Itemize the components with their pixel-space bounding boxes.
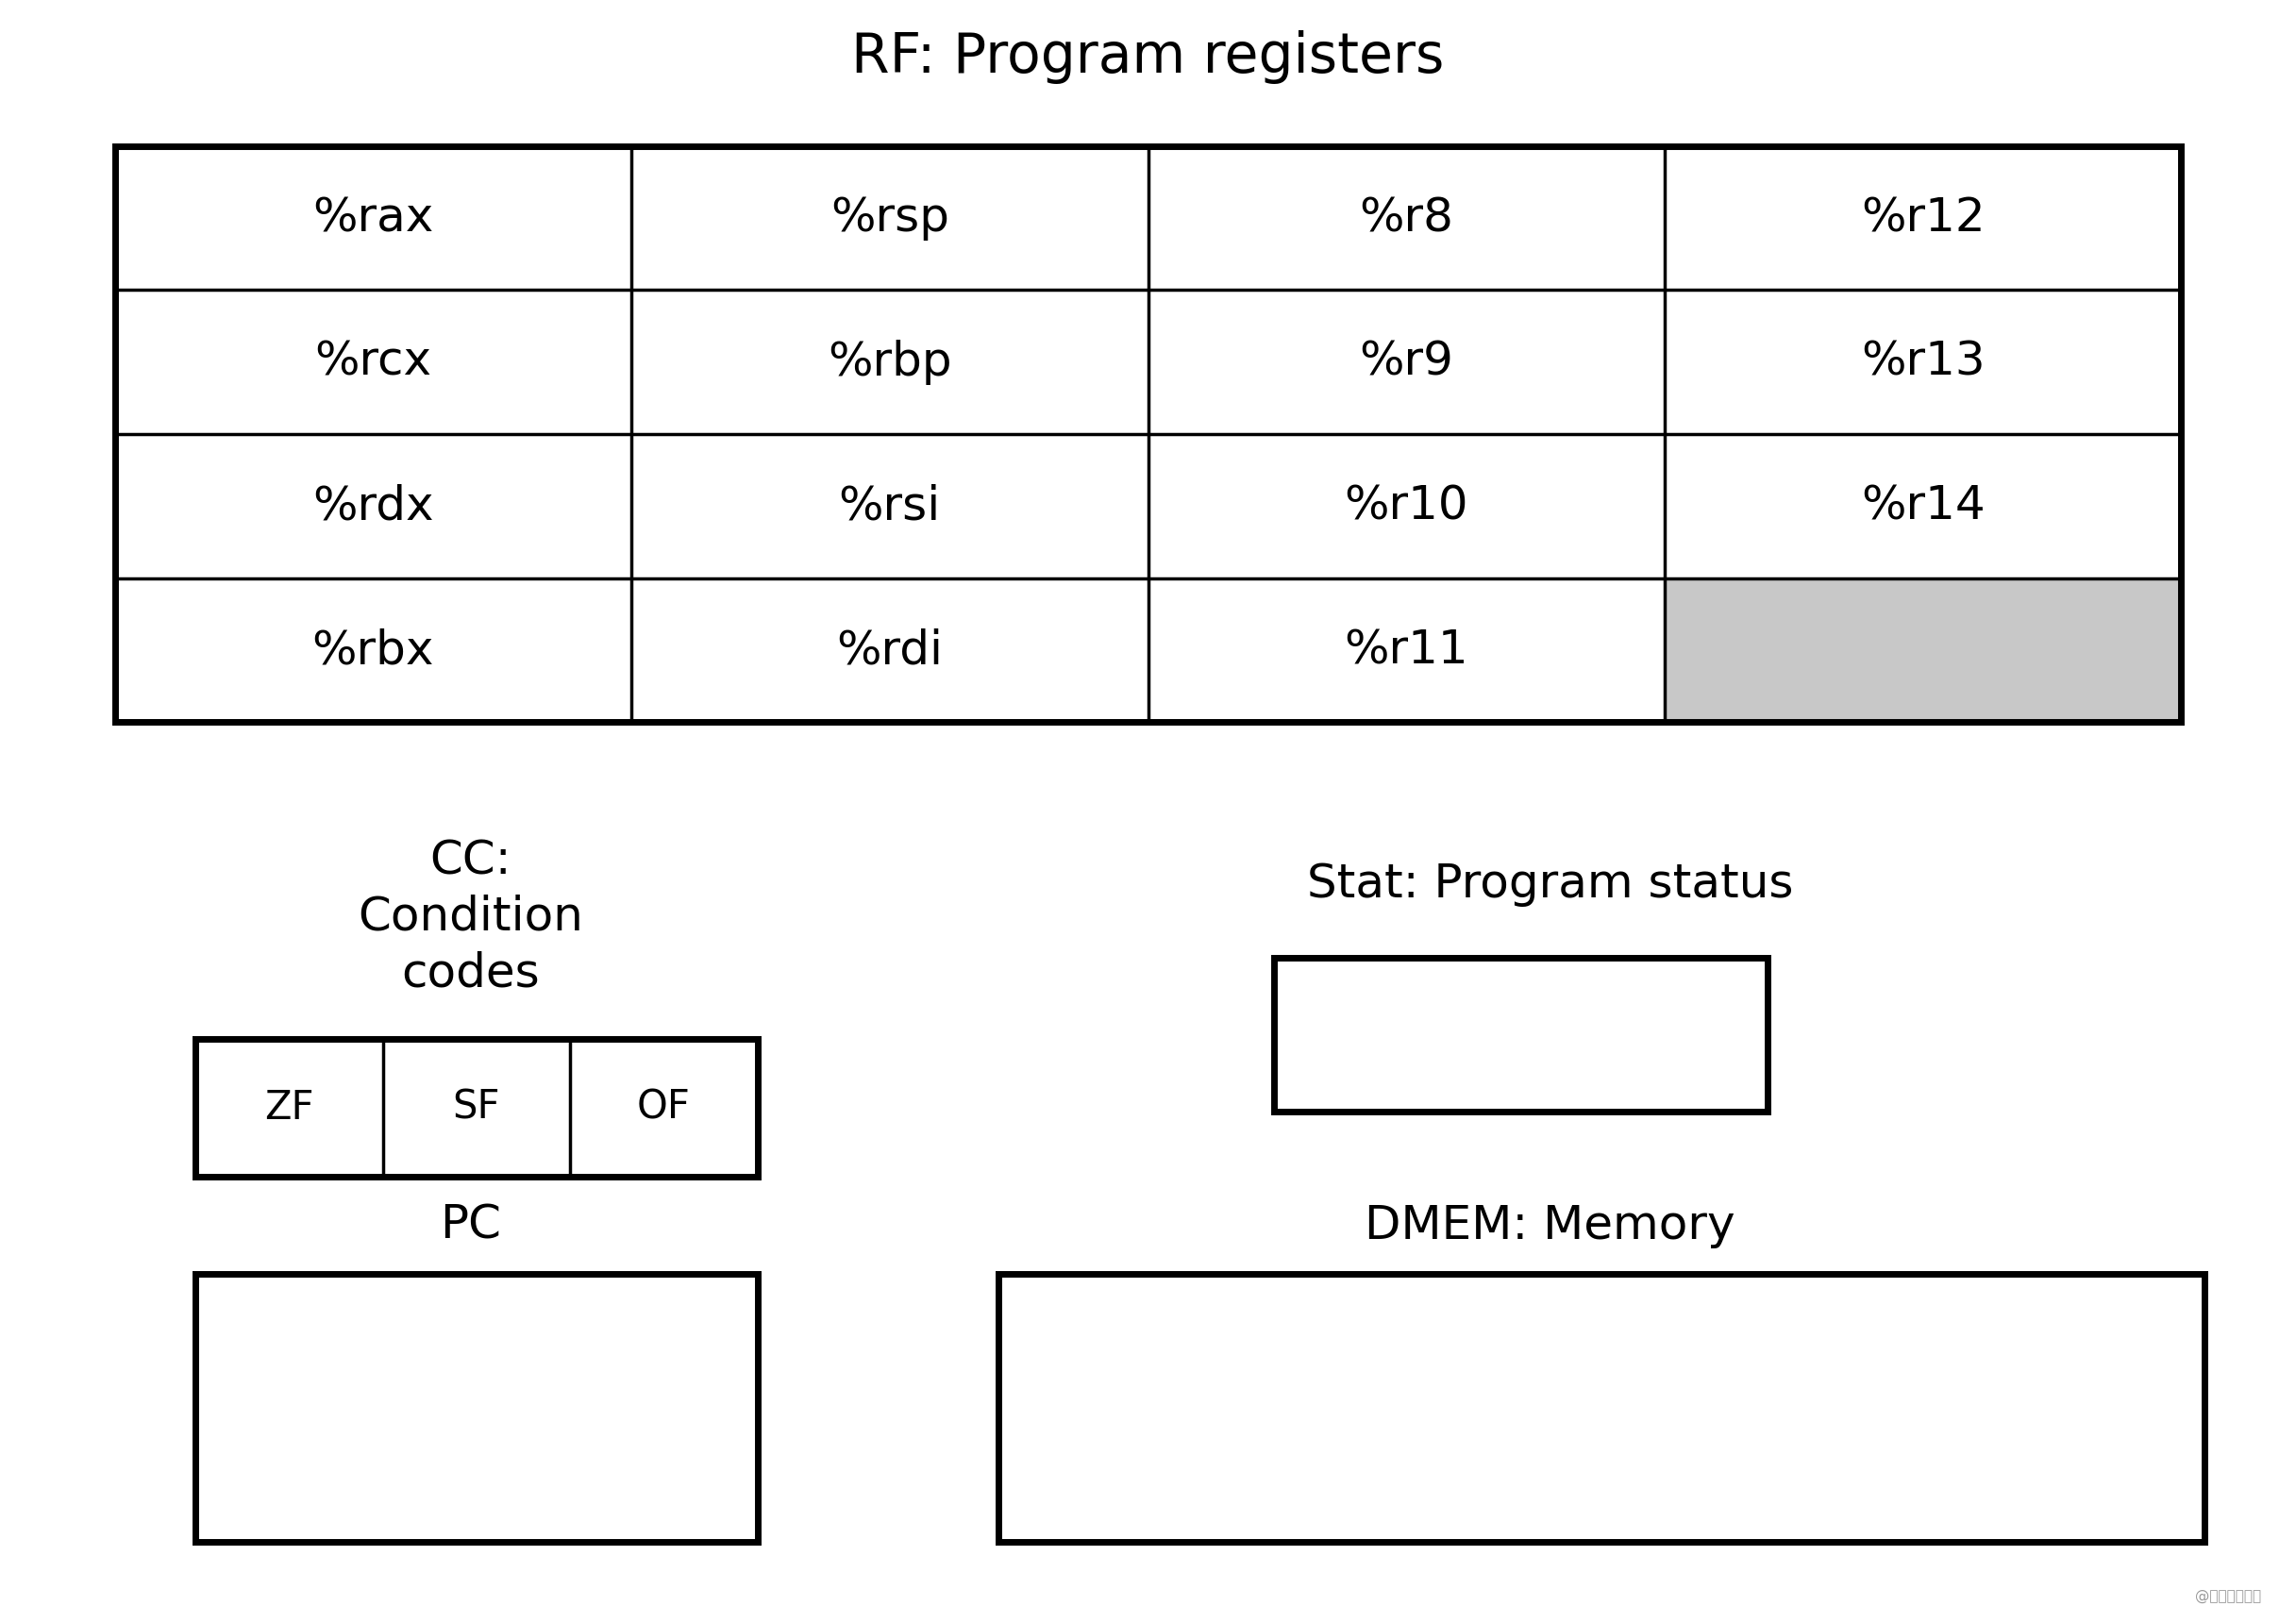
Bar bbox=[195, 1039, 758, 1177]
Text: DMEM: Memory: DMEM: Memory bbox=[1364, 1203, 1736, 1248]
Text: %rdi: %rdi bbox=[836, 628, 944, 674]
Text: %rsp: %rsp bbox=[831, 195, 948, 240]
Text: %rbp: %rbp bbox=[827, 339, 953, 385]
Bar bbox=[999, 1274, 2204, 1542]
Text: %r10: %r10 bbox=[1343, 484, 1469, 529]
Text: %r14: %r14 bbox=[1860, 484, 1986, 529]
Text: %rdx: %rdx bbox=[312, 484, 434, 529]
Text: PC: PC bbox=[441, 1203, 501, 1248]
Text: OF: OF bbox=[636, 1087, 691, 1128]
Text: Stat: Program status: Stat: Program status bbox=[1306, 862, 1793, 907]
Bar bbox=[1274, 958, 1768, 1112]
Text: CC:
Condition
codes: CC: Condition codes bbox=[358, 839, 583, 995]
Bar bbox=[195, 1274, 758, 1542]
Text: %r9: %r9 bbox=[1359, 339, 1453, 385]
Text: @掘金技术社区: @掘金技术社区 bbox=[2195, 1589, 2262, 1604]
Text: ZF: ZF bbox=[264, 1087, 315, 1128]
Bar bbox=[115, 146, 2181, 722]
Bar bbox=[1665, 578, 2181, 722]
Text: SF: SF bbox=[452, 1087, 501, 1128]
Text: %rcx: %rcx bbox=[315, 339, 432, 385]
Text: %r8: %r8 bbox=[1359, 195, 1453, 240]
Text: %rax: %rax bbox=[312, 195, 434, 240]
Text: %r13: %r13 bbox=[1860, 339, 1986, 385]
Text: RF: Program registers: RF: Program registers bbox=[852, 29, 1444, 84]
Text: %r12: %r12 bbox=[1860, 195, 1986, 240]
Text: %rsi: %rsi bbox=[838, 484, 941, 529]
Text: %r11: %r11 bbox=[1343, 628, 1469, 674]
Text: %rbx: %rbx bbox=[312, 628, 434, 674]
